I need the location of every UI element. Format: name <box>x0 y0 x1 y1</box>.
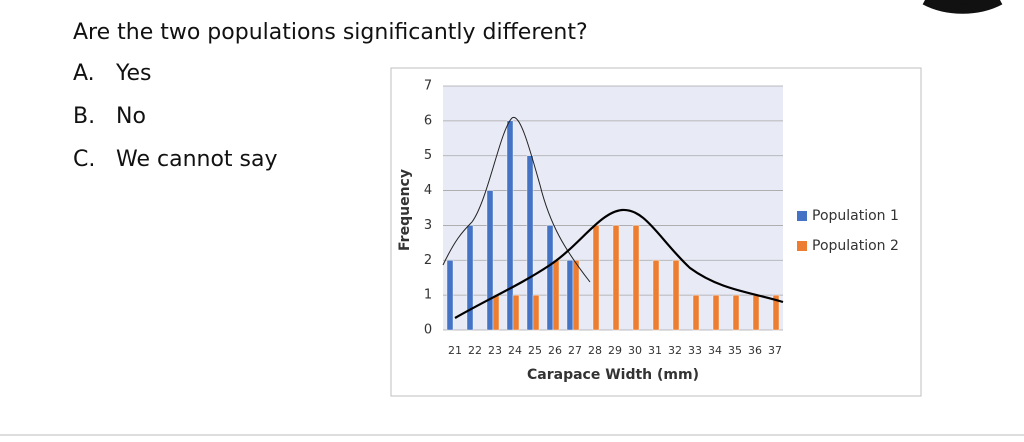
bar <box>532 294 540 331</box>
x-tick-label: 27 <box>568 344 582 357</box>
legend-swatch <box>797 241 807 251</box>
bar <box>672 260 680 331</box>
x-tick-label: 32 <box>668 344 682 357</box>
bar <box>752 294 760 331</box>
bar <box>512 294 520 331</box>
x-tick-label: 31 <box>648 344 662 357</box>
bar <box>446 260 454 331</box>
y-tick-label: 0 <box>424 323 432 338</box>
corner-shape <box>922 0 1003 14</box>
x-tick-label: 37 <box>768 344 782 357</box>
bar <box>486 190 494 331</box>
x-tick-label: 23 <box>488 344 502 357</box>
bar <box>506 120 514 331</box>
option-text: We cannot say <box>116 147 278 172</box>
y-tick-label: 5 <box>424 148 432 163</box>
fit-curve-1 <box>442 116 591 283</box>
x-tick-label: 28 <box>588 344 602 357</box>
bar <box>612 225 620 331</box>
bar <box>712 294 720 331</box>
x-tick-label: 26 <box>548 344 562 357</box>
options: A. Yes B. No C. We cannot say <box>73 61 278 172</box>
question: Are the two populations significantly di… <box>73 20 588 45</box>
bar <box>652 260 660 331</box>
legend-label: Population 1 <box>812 208 899 224</box>
x-tick-label: 36 <box>748 344 762 357</box>
fit-curve-2 <box>454 208 784 319</box>
y-tick-label: 4 <box>424 183 432 198</box>
bar <box>732 294 740 331</box>
x-tick-label: 30 <box>628 344 642 357</box>
bar <box>772 294 780 331</box>
y-tick-label: 7 <box>424 79 432 94</box>
x-tick-label: 34 <box>708 344 722 357</box>
bar <box>692 294 700 331</box>
x-tick-label: 21 <box>448 344 462 357</box>
x-axis-title: Carapace Width (mm) <box>527 367 699 383</box>
bar <box>552 260 560 331</box>
y-tick-label: 1 <box>424 288 432 303</box>
bar <box>466 225 474 331</box>
y-axis-title: Frequency <box>397 169 413 251</box>
y-tick-label: 3 <box>424 218 432 233</box>
bar <box>546 225 554 331</box>
bar <box>492 294 500 331</box>
bar <box>632 225 640 331</box>
x-tick-label: 22 <box>468 344 482 357</box>
x-tick-label: 24 <box>508 344 522 357</box>
option-letter: C. <box>73 147 95 172</box>
option-letter: A. <box>73 61 95 86</box>
x-tick-label: 25 <box>528 344 542 357</box>
option-text: No <box>116 104 146 129</box>
x-tick-label: 29 <box>608 344 622 357</box>
legend-label: Population 2 <box>812 238 899 254</box>
legend-swatch <box>797 211 807 221</box>
bar <box>526 155 534 331</box>
bar <box>566 260 574 331</box>
y-tick-label: 6 <box>424 113 432 128</box>
x-tick-label: 35 <box>728 344 742 357</box>
x-tick-label: 33 <box>688 344 702 357</box>
bar <box>572 260 580 331</box>
option-text: Yes <box>115 61 152 86</box>
option-letter: B. <box>73 104 95 129</box>
y-tick-label: 2 <box>424 253 432 268</box>
bar <box>592 225 600 331</box>
